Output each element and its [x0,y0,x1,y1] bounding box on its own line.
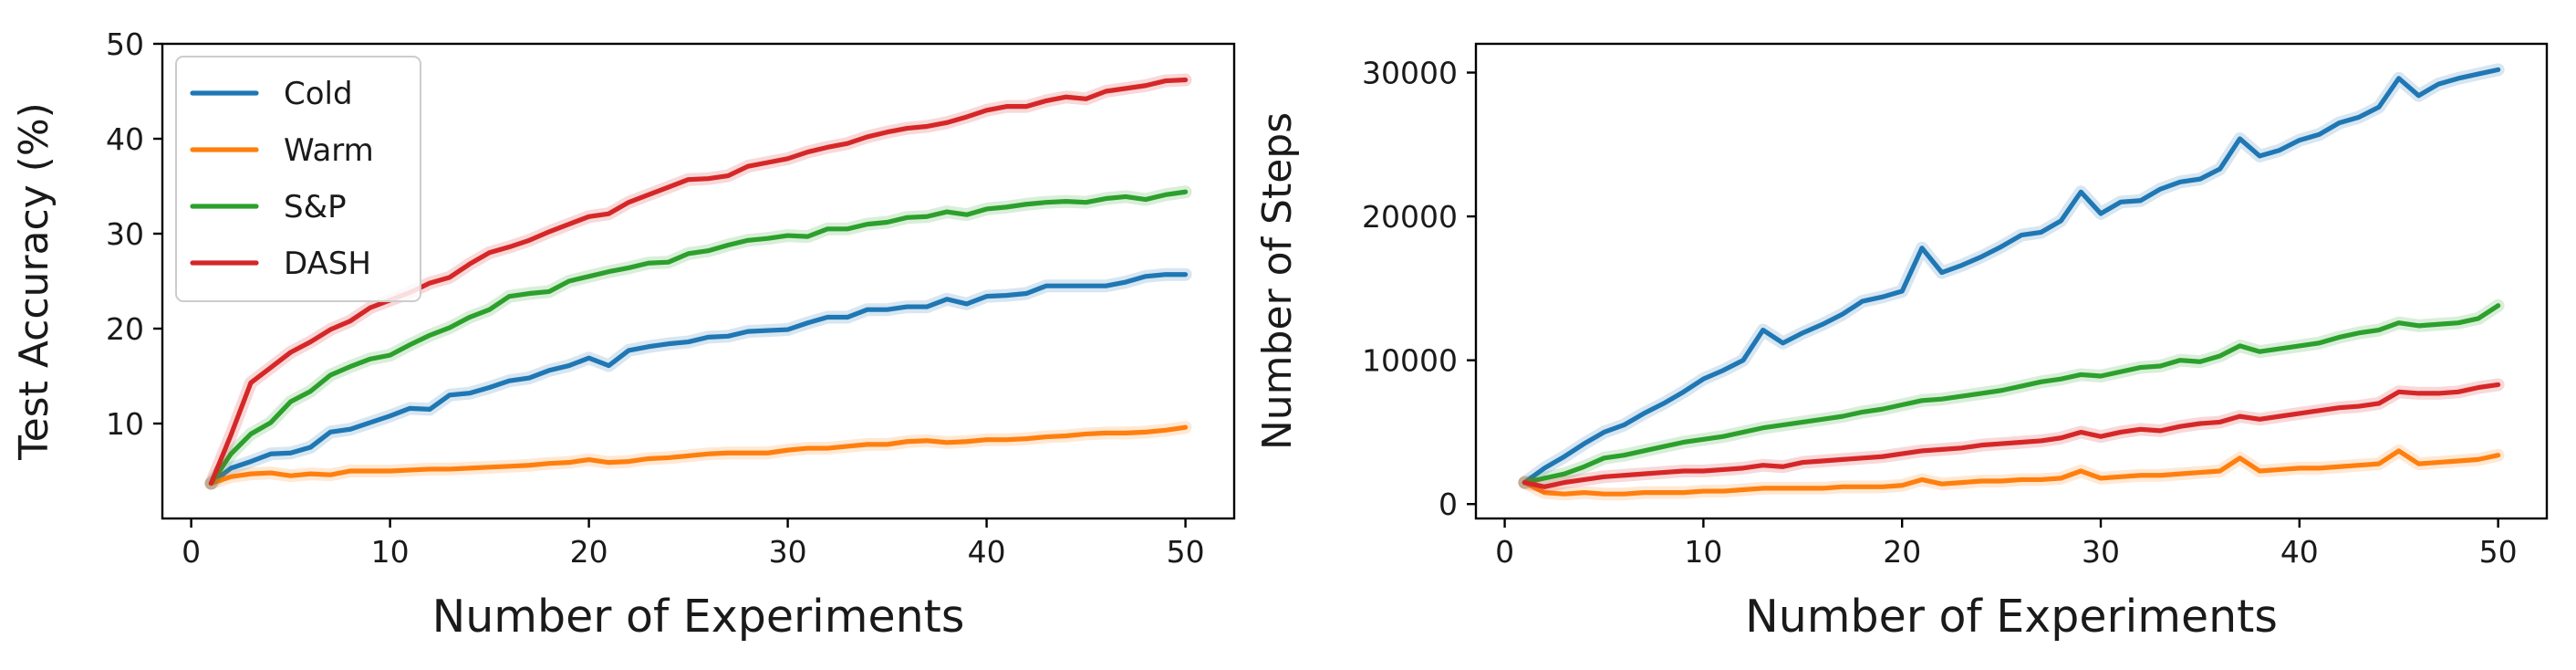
series-band [1518,63,2505,489]
x-tick-label: 0 [182,534,201,570]
legend-label: S&P [284,189,347,225]
y-tick-label: 10 [106,406,144,442]
x-tick-label: 30 [769,534,807,570]
x-tick-label: 40 [968,534,1006,570]
x-axis-label: Number of Experiments [432,591,965,643]
x-axis-label: Number of Experiments [1745,591,2278,643]
y-axis-label: Number of Steps [1254,112,1301,450]
x-tick-label: 0 [1495,534,1514,570]
series-s-p [1518,298,2505,489]
series-line [208,189,1189,487]
steps-chart: 0 10 20 30 40 50 0 10000 20000 30000 Number of Exp… [1254,42,2549,643]
x-tick-label: 20 [1883,534,1921,570]
y-tick-label: 20 [106,311,144,347]
series-line [208,272,1189,487]
series-line [1522,303,2501,486]
x-tick-label: 10 [1684,534,1722,570]
axes-frame [161,42,1236,520]
series-line [1522,67,2501,486]
series-line [1522,382,2501,489]
legend-box [175,56,421,302]
legend-label: DASH [284,246,371,282]
series-cold [204,267,1192,490]
y-tick-label: 10000 [1362,343,1458,379]
series-line [208,424,1189,487]
series-dash [204,73,1192,490]
series-cold [1518,63,2505,489]
y-tick-label: 50 [106,26,144,62]
series-warm [204,421,1192,490]
x-tick-label: 30 [2082,534,2120,570]
legend-label: Warm [284,132,374,169]
axes-frame [1474,42,2549,520]
y-tick-label: 20000 [1362,199,1458,235]
series-line [1522,448,2501,497]
y-tick-label: 0 [1439,487,1458,522]
x-tick-label: 40 [2280,534,2319,570]
x-tick-label: 50 [1167,534,1205,570]
y-tick-label: 30000 [1362,56,1458,91]
series-dash [1518,378,2505,494]
y-tick-label: 40 [106,121,144,157]
series-s-p [204,185,1192,490]
legend-label: Cold [284,76,353,112]
y-tick-label: 30 [106,216,144,252]
accuracy-chart: 0 10 20 30 40 50 10 20 30 40 50 Number of Experimen… [11,26,1236,643]
y-axis-label: Test Accuracy (%) [11,102,57,461]
x-tick-label: 20 [570,534,608,570]
legend: Cold Warm S&P DASH [175,56,421,302]
x-tick-label: 10 [371,534,410,570]
series-warm [1518,444,2505,501]
x-tick-label: 50 [2479,534,2518,570]
series-line [208,77,1189,487]
